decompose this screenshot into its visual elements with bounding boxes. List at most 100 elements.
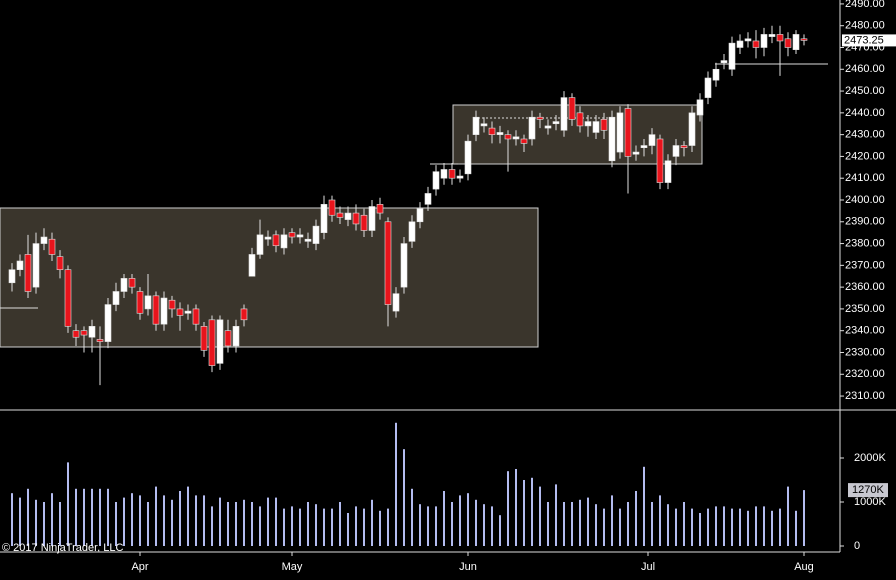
candle-body xyxy=(144,295,152,310)
candle-body xyxy=(304,238,312,242)
volume-bar xyxy=(203,495,205,546)
y-tick-label: 2410.00 xyxy=(845,172,885,184)
volume-bar xyxy=(667,504,669,546)
candle-body xyxy=(408,221,416,242)
volume-bar xyxy=(67,462,69,546)
volume-bar xyxy=(459,495,461,546)
candle-body xyxy=(400,243,408,288)
volume-bar xyxy=(195,495,197,546)
candle-body xyxy=(696,99,704,116)
y-tick-label: 2460.00 xyxy=(845,63,885,75)
volume-bar xyxy=(283,508,285,546)
candle-body xyxy=(96,339,104,342)
candle-body xyxy=(352,212,360,225)
volume-bar xyxy=(563,501,565,546)
volume-bar xyxy=(763,506,765,546)
candle-body xyxy=(16,260,24,271)
candle-body xyxy=(680,145,688,149)
candle-body xyxy=(480,123,488,127)
volume-bar xyxy=(299,508,301,546)
x-tick-label: Apr xyxy=(131,561,148,573)
volume-bar xyxy=(323,508,325,546)
candle-body xyxy=(152,295,160,325)
candle-body xyxy=(416,208,424,223)
volume-bar xyxy=(643,466,645,546)
volume-bar xyxy=(675,508,677,546)
volume-bar xyxy=(771,510,773,546)
volume-bar xyxy=(83,488,85,546)
candle-body xyxy=(208,319,216,366)
volume-bar xyxy=(19,497,21,546)
y-tick-label: 2340.00 xyxy=(845,325,885,337)
candle-body xyxy=(32,243,40,288)
candle-body xyxy=(640,145,648,149)
candle-body xyxy=(632,151,640,155)
volume-bar xyxy=(435,506,437,546)
y-tick-label: 2370.00 xyxy=(845,259,885,271)
volume-bar xyxy=(267,497,269,546)
candle-body xyxy=(760,34,768,48)
candle-body xyxy=(448,169,456,179)
candle-body xyxy=(240,308,248,321)
volume-bar xyxy=(59,501,61,546)
y-tick-label: 2430.00 xyxy=(845,129,885,141)
candle-body xyxy=(720,60,728,64)
volume-bar xyxy=(571,501,573,546)
volume-bar xyxy=(787,486,789,546)
candle-body xyxy=(736,40,744,48)
volume-bar xyxy=(555,484,557,546)
volume-bar xyxy=(603,508,605,546)
candle-body xyxy=(248,254,256,277)
volume-bar xyxy=(491,506,493,546)
candle-body xyxy=(672,145,680,157)
candle-body xyxy=(688,112,696,146)
volume-bar xyxy=(11,493,13,546)
y-tick-label: 2480.00 xyxy=(845,20,885,32)
last-price-box xyxy=(842,34,896,47)
volume-bar xyxy=(155,486,157,546)
volume-bar xyxy=(611,495,613,546)
volume-bar xyxy=(339,501,341,546)
volume-bar xyxy=(355,506,357,546)
volume-bar xyxy=(467,493,469,546)
y-tick-label: 2380.00 xyxy=(845,237,885,249)
candle-body xyxy=(360,214,368,231)
candle-body xyxy=(8,269,16,284)
candle-body xyxy=(584,121,592,127)
volume-bar xyxy=(315,504,317,546)
candle-body xyxy=(64,269,72,327)
candle-body xyxy=(120,278,128,292)
candle-body xyxy=(728,42,736,70)
candle-body xyxy=(664,160,672,183)
y-tick-label: 2000K xyxy=(854,452,886,464)
candle-body xyxy=(464,140,472,175)
volume-bar xyxy=(419,504,421,546)
x-tick-label: Jun xyxy=(459,561,477,573)
candle-body xyxy=(216,319,224,364)
candle-body xyxy=(592,121,600,133)
candle-body xyxy=(768,34,776,37)
volume-bar xyxy=(387,508,389,546)
volume-bar xyxy=(803,490,805,546)
volume-bar xyxy=(451,501,453,546)
candle-body xyxy=(256,234,264,255)
volume-bar xyxy=(755,506,757,546)
x-tick-label: May xyxy=(282,561,303,573)
volume-bar xyxy=(259,506,261,546)
volume-bar xyxy=(595,504,597,546)
volume-bar xyxy=(475,499,477,546)
volume-bar xyxy=(627,501,629,546)
y-tick-label: 2490.00 xyxy=(845,0,885,10)
candle-body xyxy=(544,125,552,129)
candle-body xyxy=(432,171,440,190)
candle-body xyxy=(800,38,808,41)
candle-body xyxy=(776,34,784,42)
volume-bar xyxy=(659,495,661,546)
volume-bar xyxy=(531,477,533,546)
candle-body xyxy=(552,121,560,125)
volume-bar xyxy=(251,501,253,546)
volume-bar xyxy=(427,506,429,546)
volume-bar xyxy=(683,501,685,546)
candle-body xyxy=(600,119,608,131)
